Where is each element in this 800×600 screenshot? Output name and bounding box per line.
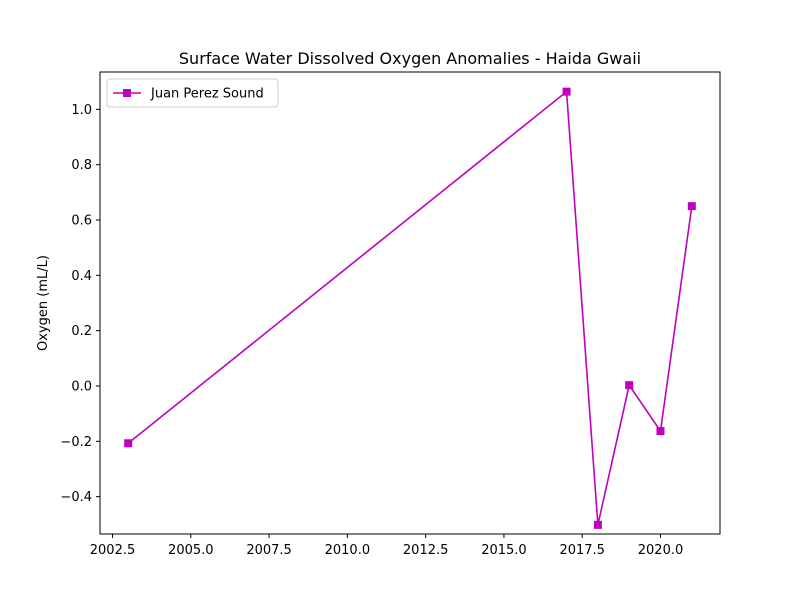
x-tick-label: 2012.5 <box>403 543 449 558</box>
x-tick-label: 2017.5 <box>559 543 605 558</box>
legend-marker <box>123 89 131 97</box>
chart-title: Surface Water Dissolved Oxygen Anomalies… <box>179 49 641 68</box>
data-point-marker <box>687 202 696 211</box>
x-axis-ticks: 2002.5 2005.0 2007.5 2010.0 2012.5 2015.0 2017… <box>90 534 683 558</box>
y-tick-label: 1.0 <box>71 103 92 118</box>
legend-box <box>106 78 279 108</box>
y-tick-label: 0.0 <box>71 379 92 394</box>
x-tick-label: 2002.5 <box>90 543 136 558</box>
data-point-marker <box>656 427 665 436</box>
y-tick-label: 0.2 <box>71 324 92 339</box>
x-tick-label: 2010.0 <box>325 543 371 558</box>
x-tick-label: 2020.0 <box>638 543 684 558</box>
x-tick-label: 2015.0 <box>481 543 527 558</box>
x-tick-label: 2005.0 <box>168 543 214 558</box>
plot-area <box>99 71 721 535</box>
data-point-marker <box>562 87 571 96</box>
legend-label: Juan Perez Sound <box>150 87 264 102</box>
series-layer <box>124 87 696 529</box>
data-point-marker <box>124 439 133 448</box>
y-tick-label: 0.8 <box>71 158 92 173</box>
y-tick-label: −0.4 <box>60 490 92 505</box>
data-point-marker <box>593 520 602 529</box>
y-axis-label: Oxygen (mL/L) <box>36 255 51 351</box>
x-tick-label: 2007.5 <box>246 543 292 558</box>
y-tick-label: 0.6 <box>71 214 92 229</box>
y-tick-label: 0.4 <box>71 269 92 284</box>
y-axis-ticks: −0.4 −0.2 0.0 0.2 0.4 0.6 0.8 1.0 <box>60 103 100 505</box>
legend: Juan Perez Sound <box>106 78 279 108</box>
series-line <box>127 90 693 526</box>
y-tick-label: −0.2 <box>60 435 92 450</box>
data-point-marker <box>625 381 634 390</box>
